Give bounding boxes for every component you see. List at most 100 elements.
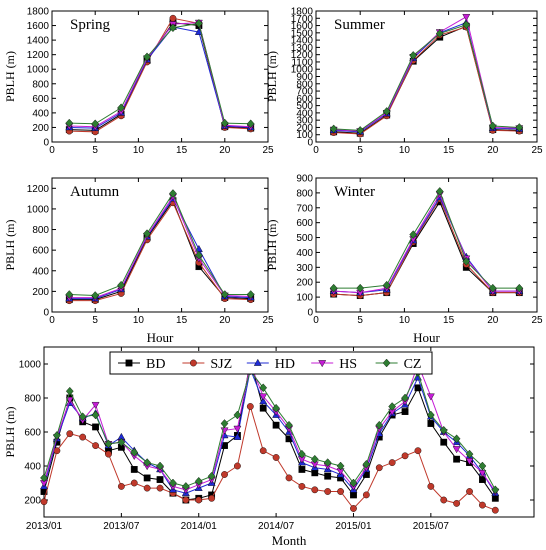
x-tick-label: 15 [176, 145, 188, 156]
data-point [156, 476, 164, 483]
data-point [435, 29, 444, 38]
y-tick-label: 800 [32, 79, 49, 90]
series-hs [40, 361, 500, 496]
y-tick-label: 900 [296, 72, 313, 83]
data-point [479, 476, 486, 483]
data-point [311, 486, 319, 494]
x-tick-label: 20 [219, 315, 231, 326]
y-tick-label: 1700 [291, 14, 314, 25]
data-point [143, 52, 151, 62]
x-tick-label: 2014/01 [181, 521, 218, 532]
x-tick-label: 25 [531, 315, 543, 326]
series-line [69, 201, 251, 302]
x-axis-label: Hour [413, 330, 440, 345]
series-line [43, 362, 496, 492]
data-point [388, 402, 397, 411]
data-point [356, 126, 365, 135]
series-sjz [330, 23, 523, 138]
plot-frame [51, 10, 269, 143]
legend-label: HD [275, 357, 295, 372]
data-point [375, 420, 384, 430]
data-point [272, 403, 280, 413]
x-tick-label: 20 [219, 145, 231, 156]
data-point [375, 464, 383, 472]
series-cz [40, 366, 500, 495]
x-tick-label: 5 [92, 315, 98, 326]
y-tick-label: 300 [296, 116, 313, 127]
data-point [479, 501, 486, 509]
data-point [427, 482, 435, 490]
data-point [453, 499, 461, 507]
data-point [233, 410, 242, 420]
panel-title: Spring [70, 17, 111, 33]
x-tick-label: 10 [399, 315, 411, 326]
data-point [272, 454, 280, 461]
series-hd [65, 194, 255, 302]
data-point [195, 496, 203, 504]
data-point [169, 189, 177, 198]
y-tick-label: 400 [296, 248, 313, 259]
data-point [40, 498, 48, 506]
y-tick-label: 500 [296, 233, 313, 244]
y-tick-label: 1000 [27, 65, 50, 76]
x-axis-label: Hour [147, 330, 174, 345]
data-point [329, 283, 338, 293]
data-point [401, 452, 409, 460]
data-point [207, 471, 216, 481]
data-point [194, 477, 203, 486]
data-point [117, 103, 125, 113]
series-hs [65, 193, 255, 302]
data-point [220, 419, 229, 428]
series-sjz [65, 14, 255, 136]
y-tick-label: 0 [307, 138, 313, 149]
x-tick-label: 5 [92, 145, 98, 156]
series-line [43, 406, 496, 511]
data-point [382, 280, 391, 290]
data-point [453, 455, 461, 463]
data-point [310, 454, 319, 464]
y-tick-label: 400 [32, 266, 49, 277]
y-tick-label: 200 [24, 496, 41, 507]
data-point [169, 478, 177, 488]
y-axis-label: PBLH (m) [265, 219, 279, 270]
data-point [233, 432, 242, 440]
data-point [130, 448, 139, 457]
data-point [515, 123, 524, 132]
y-tick-label: 1100 [291, 57, 313, 68]
series-line [333, 26, 520, 135]
legend: BD SJZ HD HS CZ [109, 351, 433, 375]
y-tick-label: 700 [296, 87, 313, 98]
y-axis-label: PBLH (m) [3, 406, 17, 457]
data-point [488, 121, 497, 131]
y-tick-label: 500 [296, 101, 313, 112]
y-axis-label: PBLH (m) [3, 219, 17, 270]
data-point [298, 482, 306, 490]
series-line [69, 195, 251, 299]
legend-item-bd: BD [118, 357, 165, 372]
series-line [333, 24, 520, 131]
data-point [40, 473, 48, 483]
data-point [208, 494, 216, 502]
data-point [329, 124, 338, 134]
data-point [440, 438, 448, 446]
data-point [143, 458, 152, 467]
data-point [401, 393, 409, 403]
data-point [427, 420, 435, 427]
data-point [92, 442, 99, 449]
data-point [452, 434, 461, 444]
data-point [156, 484, 164, 492]
y-tick-label: 400 [24, 462, 41, 473]
series-hs [329, 191, 524, 297]
y-tick-label: 800 [296, 79, 313, 90]
data-point [362, 460, 371, 469]
data-point [246, 119, 255, 129]
data-point [426, 410, 435, 420]
data-point [491, 506, 499, 514]
series-line [69, 22, 251, 125]
data-point [117, 482, 125, 490]
series-line [69, 192, 251, 297]
data-point [91, 291, 100, 300]
series-bd [40, 357, 499, 504]
x-tick-label: 25 [262, 145, 274, 156]
data-point [491, 485, 500, 495]
